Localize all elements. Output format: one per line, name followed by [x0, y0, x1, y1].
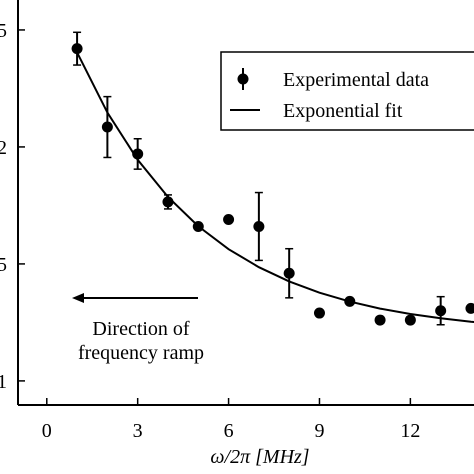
- data-point: [404, 314, 416, 326]
- x-tick-label: 3: [133, 420, 143, 442]
- data-point: [253, 220, 265, 232]
- y-tick-label: 2: [0, 137, 7, 159]
- x-tick-label: 9: [314, 420, 324, 442]
- data-point: [101, 121, 113, 133]
- annotation: frequency ramp: [78, 342, 204, 364]
- y-tick-label: 1: [0, 371, 7, 393]
- annotation: Direction of: [92, 318, 190, 340]
- data-point: [132, 148, 144, 160]
- plot-area: [71, 31, 474, 326]
- y-tick-label: 2.5: [0, 20, 7, 42]
- x-tick-label: 0: [42, 420, 52, 442]
- data-point: [465, 302, 474, 314]
- data-point: [283, 267, 295, 279]
- legend-label: Experimental data: [283, 69, 429, 91]
- data-point: [435, 305, 447, 317]
- data-point: [71, 43, 83, 55]
- data-point: [192, 220, 204, 232]
- x-tick-label: 12: [400, 420, 420, 442]
- x-tick-label: 6: [224, 420, 234, 442]
- axes: [17, 0, 474, 406]
- legend: Experimental data Exponential fit: [220, 51, 474, 131]
- legend-box: [220, 51, 474, 131]
- legend-marker: [237, 73, 249, 85]
- arrow-head: [72, 293, 84, 303]
- x-axis-label: ω/2π [MHz]: [210, 446, 309, 468]
- data-point: [162, 196, 174, 208]
- data-point: [344, 295, 356, 307]
- y-tick-label: 1.5: [0, 254, 7, 276]
- legend-label: Exponential fit: [283, 100, 403, 122]
- data-point: [374, 314, 386, 326]
- data-point: [313, 307, 325, 319]
- data-point: [223, 213, 235, 225]
